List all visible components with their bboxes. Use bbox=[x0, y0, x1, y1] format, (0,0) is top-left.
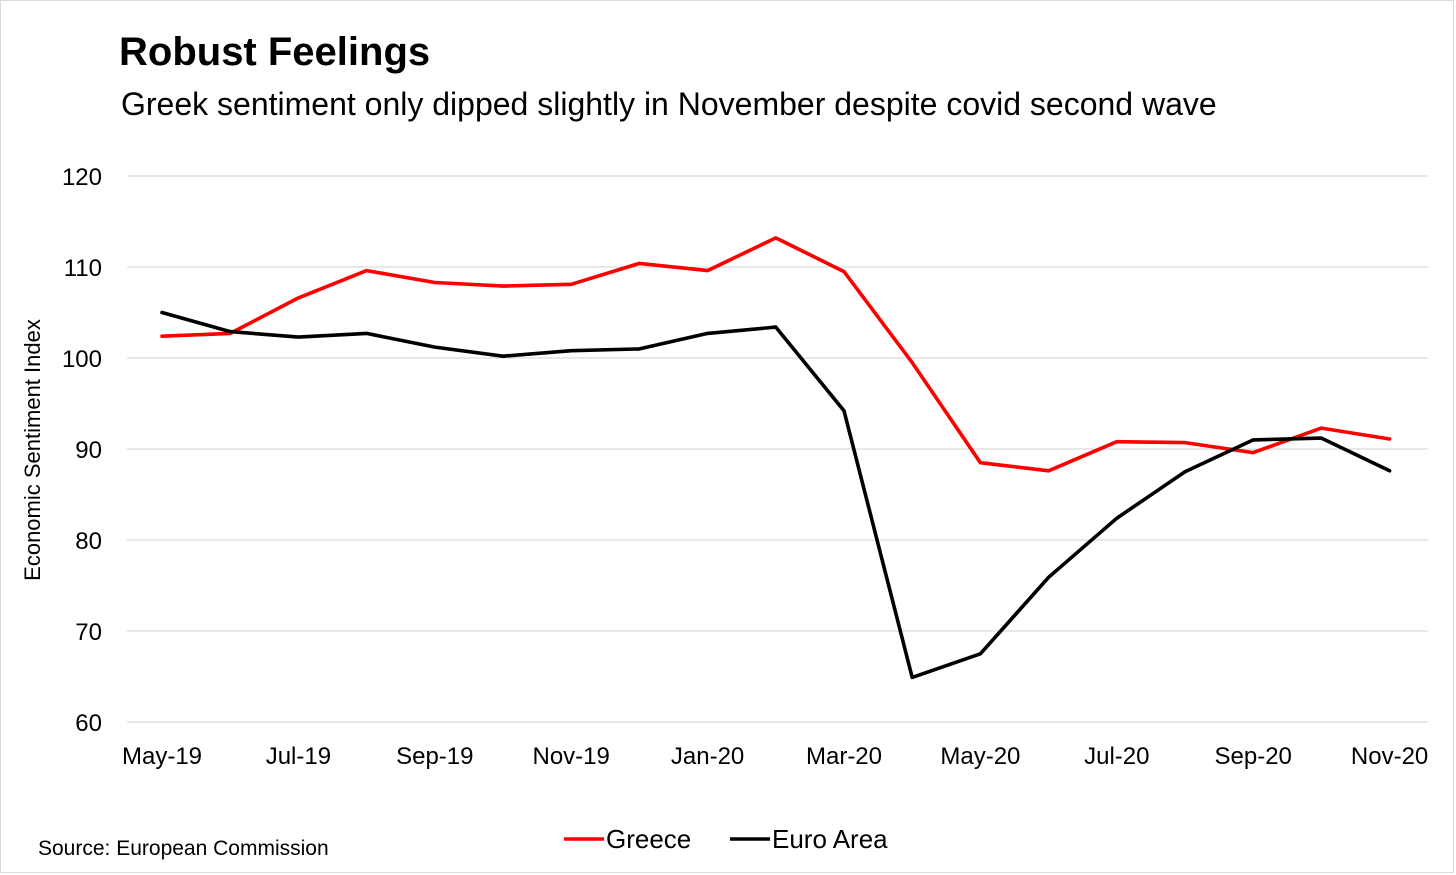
y-tick-label: 70 bbox=[75, 619, 102, 646]
series-lines bbox=[160, 236, 1392, 680]
y-tick-label: 90 bbox=[75, 437, 102, 464]
legend-item-euro-area: Euro Area bbox=[730, 824, 888, 854]
y-tick-label: 120 bbox=[62, 164, 102, 191]
series-line-euro-area bbox=[160, 310, 1392, 680]
y-tick-label: 80 bbox=[75, 528, 102, 555]
chart-subtitle: Greek sentiment only dipped slightly in … bbox=[121, 86, 1217, 122]
y-tick-labels: 60 70 80 90 100 110 120 bbox=[62, 164, 102, 737]
x-tick-labels: May-19 Jul-19 Sep-19 Nov-19 Jan-20 Mar-20 May-… bbox=[122, 743, 1428, 770]
y-tick-label: 100 bbox=[62, 346, 102, 373]
y-axis-label: Economic Sentiment Index bbox=[20, 319, 45, 581]
x-tick-label: Sep-19 bbox=[396, 743, 473, 770]
chart-title: Robust Feelings bbox=[119, 30, 431, 74]
legend-label: Greece bbox=[606, 824, 691, 854]
x-tick-label: Jul-20 bbox=[1084, 743, 1149, 770]
x-tick-label: Jul-19 bbox=[266, 743, 331, 770]
series-line-greece bbox=[160, 236, 1392, 473]
x-tick-label: Jan-20 bbox=[671, 743, 744, 770]
x-tick-label: Nov-19 bbox=[533, 743, 610, 770]
y-tick-label: 110 bbox=[64, 255, 102, 282]
legend-item-greece: Greece bbox=[564, 824, 691, 854]
x-tick-label: Nov-20 bbox=[1351, 743, 1428, 770]
x-tick-label: Mar-20 bbox=[806, 743, 882, 770]
x-tick-label: May-19 bbox=[122, 743, 202, 770]
y-tick-label: 60 bbox=[75, 710, 102, 737]
gridlines bbox=[127, 175, 1428, 723]
legend: Greece Euro Area bbox=[564, 824, 888, 854]
source-note: Source: European Commission bbox=[38, 837, 329, 860]
x-tick-label: Sep-20 bbox=[1215, 743, 1292, 770]
legend-label: Euro Area bbox=[772, 824, 888, 854]
x-tick-label: May-20 bbox=[940, 743, 1020, 770]
